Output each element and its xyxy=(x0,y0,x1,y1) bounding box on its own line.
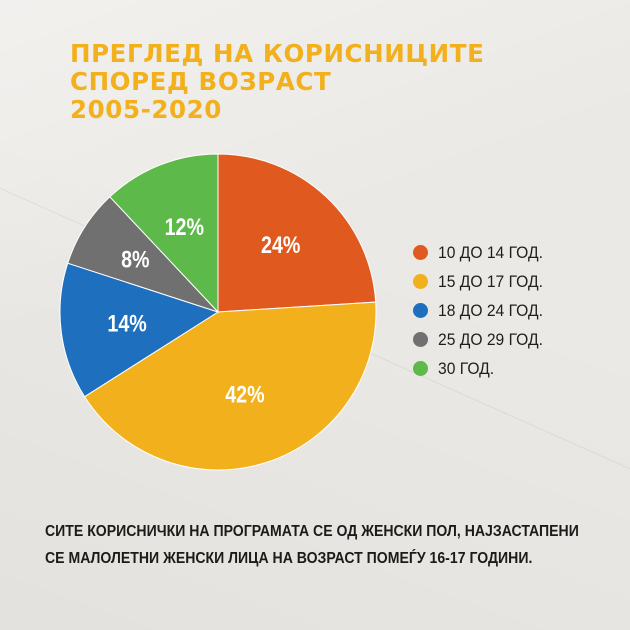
legend-label: 30 ГОД. xyxy=(438,358,495,378)
chart-legend: 10 ДО 14 ГОД. 15 ДО 17 ГОД. 18 ДО 24 ГОД… xyxy=(413,238,552,383)
footer-line-1: СИТЕ КОРИСНИЧКИ НА ПРОГРАМАТА СЕ ОД ЖЕНС… xyxy=(45,523,579,540)
legend-swatch xyxy=(413,303,428,318)
pie-slice-10-14 xyxy=(217,153,377,313)
title-line-1: ПРЕГЛЕД НА КОРИСНИЦИТЕ xyxy=(70,39,485,68)
pie-slice-30 xyxy=(109,153,219,314)
legend-item-18-24: 18 ДО 24 ГОД. xyxy=(413,296,552,325)
title-line-3: 2005-2020 xyxy=(70,95,222,124)
legend-label: 18 ДО 24 ГОД. xyxy=(438,300,543,320)
legend-swatch xyxy=(413,274,428,289)
legend-label: 25 ДО 29 ГОД. xyxy=(438,329,543,349)
pie-label-18-24: 14% xyxy=(107,310,146,337)
legend-item-10-14: 10 ДО 14 ГОД. xyxy=(413,238,552,267)
pie-label-10-14: 24% xyxy=(261,231,300,258)
pie-label-25-29: 8% xyxy=(121,246,149,273)
legend-swatch xyxy=(413,361,428,376)
title-line-2: СПОРЕД ВОЗРАСТ xyxy=(70,67,332,96)
pie-slice-18-24 xyxy=(59,262,220,398)
footer-note: СИТЕ КОРИСНИЧКИ НА ПРОГРАМАТА СЕ ОД ЖЕНС… xyxy=(45,518,590,572)
legend-swatch xyxy=(413,332,428,347)
legend-swatch xyxy=(413,245,428,260)
legend-label: 10 ДО 14 ГОД. xyxy=(438,242,543,262)
pie-label-30: 12% xyxy=(165,213,204,240)
legend-item-30: 30 ГОД. xyxy=(413,354,552,383)
chart-title: ПРЕГЛЕД НА КОРИСНИЦИТЕ СПОРЕД ВОЗРАСТ 20… xyxy=(70,40,590,124)
footer-line-2: СЕ МАЛОЛЕТНИ ЖЕНСКИ ЛИЦА НА ВОЗРАСТ ПОМЕ… xyxy=(45,550,533,567)
legend-label: 15 ДО 17 ГОД. xyxy=(438,271,543,291)
pie-slice-15-17 xyxy=(83,301,377,471)
legend-item-25-29: 25 ДО 29 ГОД. xyxy=(413,325,552,354)
legend-item-15-17: 15 ДО 17 ГОД. xyxy=(413,267,552,296)
pie-label-15-17: 42% xyxy=(225,381,264,408)
